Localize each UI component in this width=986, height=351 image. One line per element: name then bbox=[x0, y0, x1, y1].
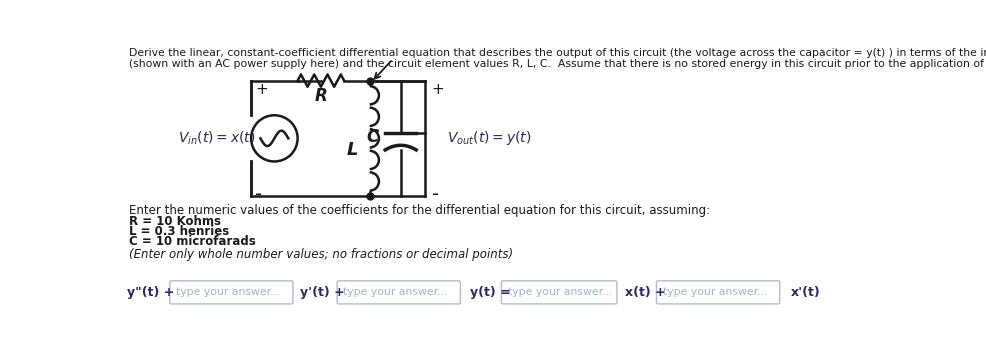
Text: R = 10 Kohms: R = 10 Kohms bbox=[129, 214, 221, 227]
Text: type your answer...: type your answer... bbox=[663, 287, 767, 297]
Text: $V_{out}(t) = y(t)$: $V_{out}(t) = y(t)$ bbox=[448, 130, 531, 147]
Text: (Enter only whole number values; no fractions or decimal points): (Enter only whole number values; no frac… bbox=[129, 248, 513, 261]
FancyBboxPatch shape bbox=[170, 281, 293, 304]
Text: type your answer...: type your answer... bbox=[343, 287, 448, 297]
Text: $V_{in}(t) = x(t)$: $V_{in}(t) = x(t)$ bbox=[177, 130, 254, 147]
Text: +: + bbox=[255, 82, 268, 97]
FancyBboxPatch shape bbox=[657, 281, 780, 304]
Text: +: + bbox=[432, 82, 445, 97]
Text: Derive the linear, constant-coefficient differential equation that describes the: Derive the linear, constant-coefficient … bbox=[129, 48, 986, 58]
Text: y"(t) +: y"(t) + bbox=[127, 286, 175, 299]
Text: type your answer...: type your answer... bbox=[508, 287, 612, 297]
Text: (shown with an AC power supply here) and the circuit element values R, L, C.  As: (shown with an AC power supply here) and… bbox=[129, 59, 986, 69]
Text: L = 0.3 henries: L = 0.3 henries bbox=[129, 225, 229, 238]
Text: -: - bbox=[255, 185, 262, 204]
Text: -: - bbox=[432, 185, 439, 204]
Text: x(t) +: x(t) + bbox=[625, 286, 666, 299]
FancyBboxPatch shape bbox=[337, 281, 460, 304]
Text: C: C bbox=[367, 128, 379, 146]
Text: type your answer...: type your answer... bbox=[176, 287, 280, 297]
Text: R: R bbox=[315, 87, 327, 105]
Text: Enter the numeric values of the coefficients for the differential equation for t: Enter the numeric values of the coeffici… bbox=[129, 204, 710, 217]
Text: x'(t): x'(t) bbox=[792, 286, 821, 299]
Text: y'(t) +: y'(t) + bbox=[300, 286, 345, 299]
FancyBboxPatch shape bbox=[502, 281, 617, 304]
Text: L: L bbox=[347, 141, 358, 159]
Text: C = 10 microfarads: C = 10 microfarads bbox=[129, 234, 255, 247]
Text: y(t) =: y(t) = bbox=[469, 286, 511, 299]
